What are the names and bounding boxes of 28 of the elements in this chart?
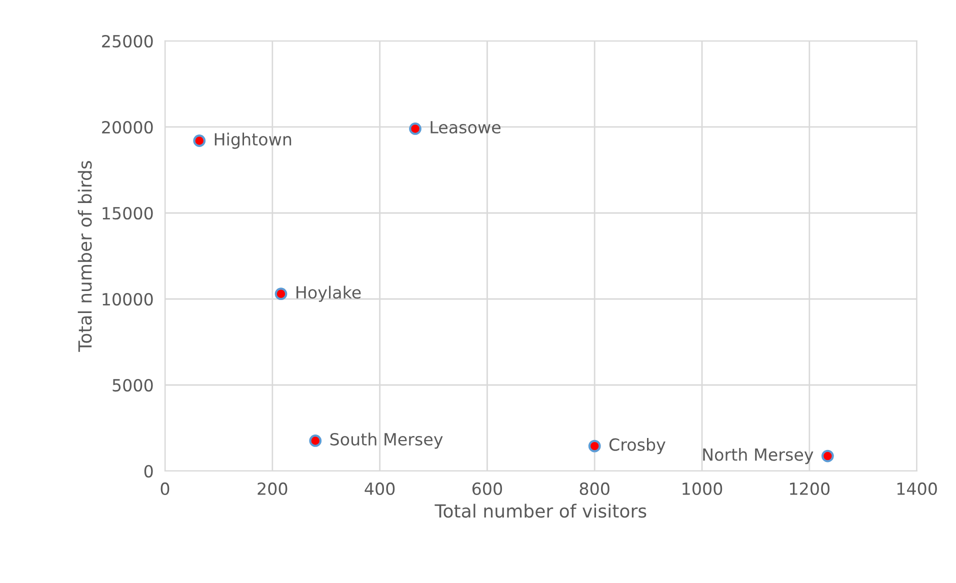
x-tick-label: 1400 xyxy=(897,482,937,496)
point xyxy=(409,122,422,135)
y-tick-label: 20000 xyxy=(102,120,153,134)
point xyxy=(309,434,322,447)
y-tick-label: 0 xyxy=(144,464,153,478)
x-tick-label: 800 xyxy=(580,482,610,496)
annotation: Hoylake xyxy=(296,286,361,302)
y-axis-title: Total number of birds xyxy=(78,161,92,352)
x-tick-label: 200 xyxy=(258,482,288,496)
annotation: Hightown xyxy=(214,132,292,149)
x-tick-label: 0 xyxy=(160,482,170,496)
x-tick-label: 1000 xyxy=(682,482,722,496)
annotation: Leasowe xyxy=(430,121,500,134)
x-tick-label: 1200 xyxy=(790,482,830,496)
x-tick-label: 400 xyxy=(364,482,395,496)
x-axis-title: Total number of visitors xyxy=(434,504,646,518)
y-tick-label: 10000 xyxy=(102,292,153,306)
x-tick-label: 600 xyxy=(472,482,502,496)
annotation: Crosby xyxy=(609,438,666,454)
annotation: North Mersey xyxy=(703,448,814,464)
point xyxy=(588,440,601,452)
point xyxy=(274,288,288,300)
y-tick-label: 25000 xyxy=(102,34,153,48)
point xyxy=(193,134,206,147)
y-tick-label: 5000 xyxy=(112,378,153,392)
annotation: South Mersey xyxy=(330,432,443,449)
point xyxy=(821,450,834,462)
y-tick-label: 15000 xyxy=(102,206,153,220)
